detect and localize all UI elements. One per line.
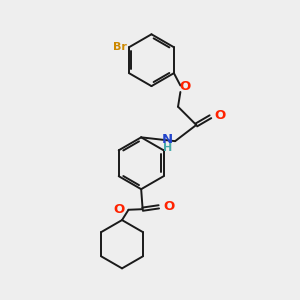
Text: H: H	[164, 142, 173, 153]
Text: O: O	[215, 109, 226, 122]
Text: Br: Br	[113, 42, 127, 52]
Text: O: O	[179, 80, 190, 93]
Text: N: N	[162, 134, 173, 146]
Text: O: O	[163, 200, 175, 213]
Text: O: O	[113, 203, 124, 216]
